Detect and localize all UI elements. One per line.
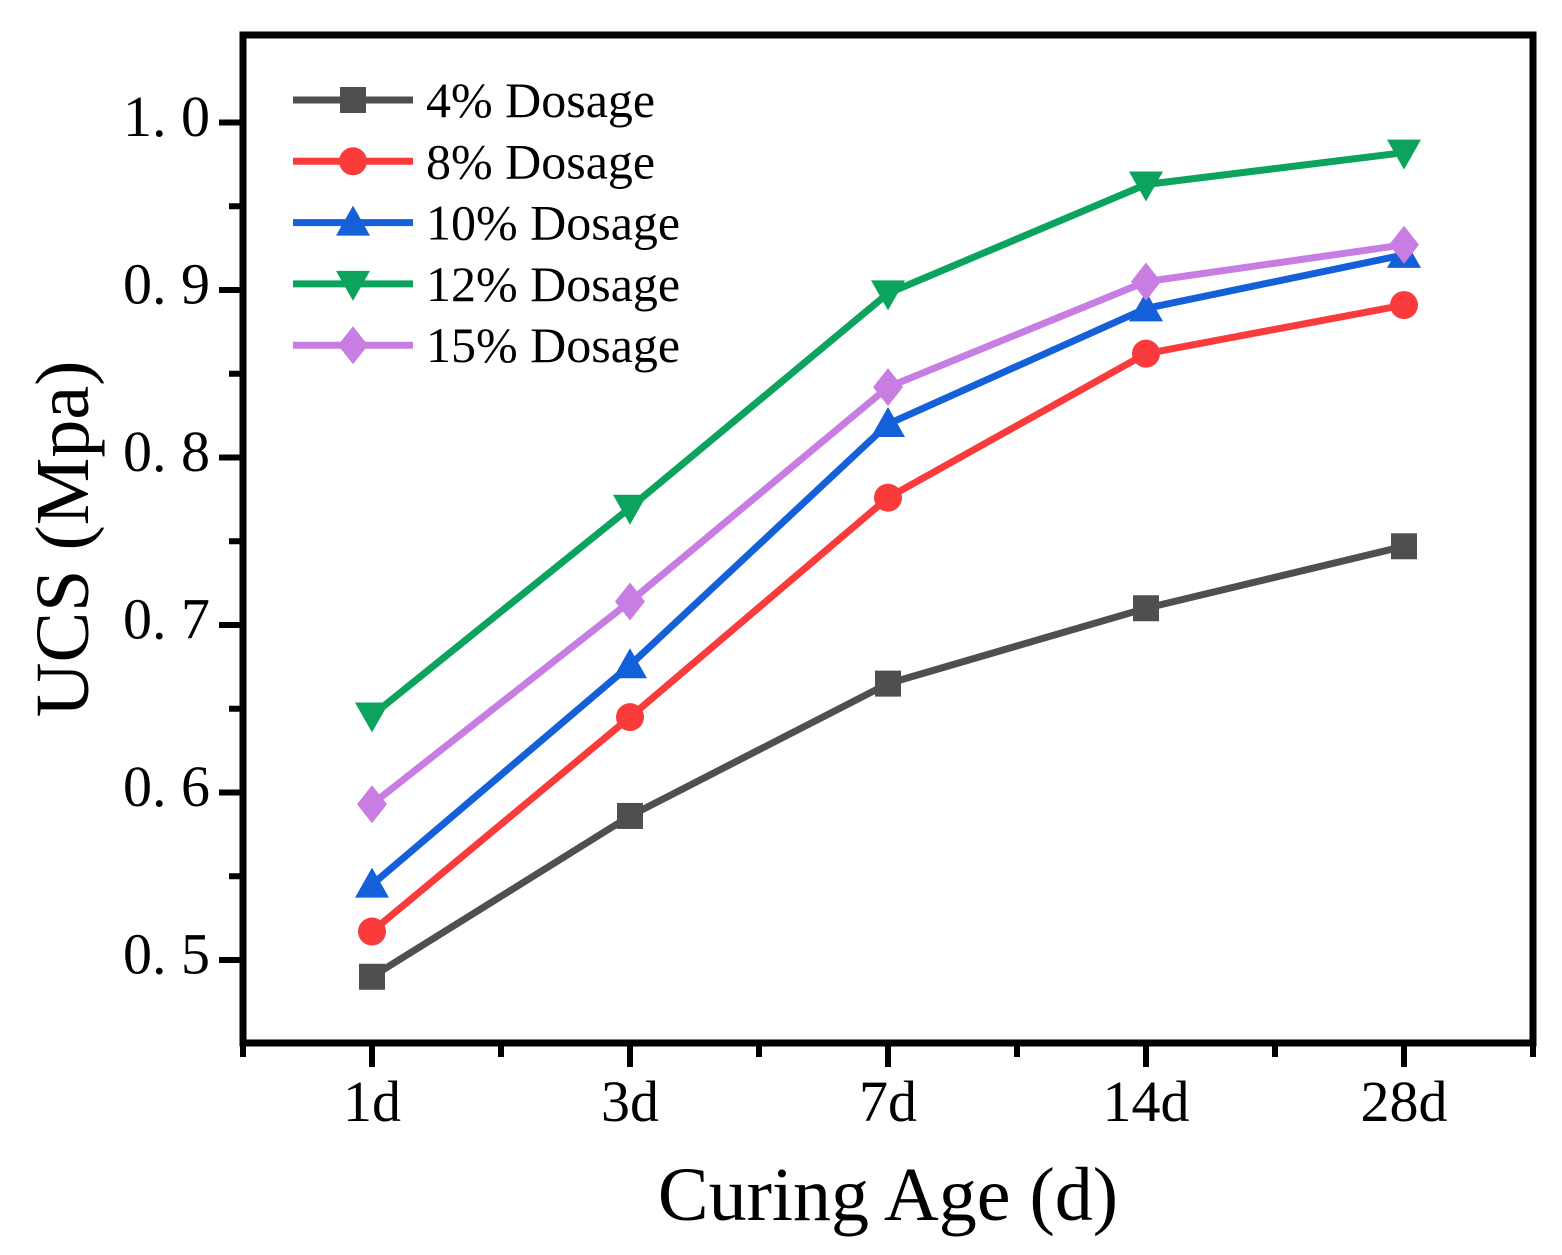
data-point-marker — [875, 670, 901, 697]
data-point-marker — [1389, 225, 1419, 264]
x-axis-tick-label: 7d — [859, 1069, 917, 1134]
y-axis-tick-label: 0. 9 — [123, 251, 210, 316]
y-axis-tick-label: 0. 6 — [123, 754, 210, 819]
data-point-marker — [355, 702, 389, 733]
legend-label: 4% Dosage — [426, 72, 655, 128]
x-axis-tick-label: 28d — [1361, 1069, 1448, 1134]
data-point-marker — [873, 368, 903, 407]
legend-label: 8% Dosage — [426, 133, 655, 189]
y-axis-title: UCS (Mpa) — [21, 361, 105, 718]
data-point-marker — [1387, 139, 1421, 170]
legend-item: 8% Dosage — [293, 133, 655, 189]
legend-item: 4% Dosage — [293, 72, 655, 128]
data-point-marker — [1391, 533, 1417, 560]
data-point-marker — [358, 917, 386, 946]
legend-item: 12% Dosage — [293, 256, 680, 312]
data-point-marker — [1390, 291, 1418, 320]
data-point-marker — [1129, 291, 1163, 322]
data-point-marker — [357, 785, 387, 824]
legend-label: 10% Dosage — [426, 195, 680, 251]
x-axis-tick-label: 3d — [601, 1069, 659, 1134]
data-point-marker — [359, 963, 385, 990]
x-axis-tick-label: 1d — [343, 1069, 401, 1134]
legend-item: 15% Dosage — [293, 317, 680, 373]
data-point-marker — [613, 494, 647, 525]
legend-label: 15% Dosage — [426, 317, 680, 373]
y-axis-tick-label: 1. 0 — [123, 84, 210, 149]
series-12-dosage — [355, 139, 1421, 733]
data-point-marker — [871, 407, 905, 437]
y-axis-tick-label: 0. 5 — [123, 921, 210, 986]
legend-marker-diamond-icon — [338, 326, 368, 365]
series-4-dosage — [359, 533, 1417, 990]
legend-marker-square-icon — [340, 87, 366, 113]
data-point-marker — [1133, 595, 1159, 622]
legend-marker-triangle-up-icon — [336, 205, 370, 236]
series-8-dosage — [358, 291, 1418, 946]
data-point-marker — [355, 867, 389, 898]
x-axis-tick-label: 14d — [1103, 1069, 1190, 1134]
data-point-marker — [617, 802, 643, 829]
legend-label: 12% Dosage — [426, 256, 680, 312]
series-line — [370, 542, 1405, 980]
data-point-marker — [615, 582, 645, 621]
data-point-marker — [1129, 171, 1163, 202]
data-point-marker — [1131, 262, 1161, 301]
data-point-marker — [871, 280, 905, 311]
series-15-dosage — [357, 225, 1419, 824]
x-axis-title: Curing Age (d) — [658, 1153, 1118, 1237]
y-axis-tick-label: 0. 7 — [123, 586, 210, 651]
data-point-marker — [613, 648, 647, 679]
legend-marker-triangle-down-icon — [336, 270, 370, 301]
legend-marker-circle-icon — [339, 147, 367, 176]
data-point-marker — [616, 703, 644, 732]
legend-item: 10% Dosage — [293, 195, 680, 251]
y-axis-tick-label: 0. 8 — [123, 419, 210, 484]
data-point-marker — [1132, 339, 1160, 368]
data-point-marker — [874, 483, 902, 512]
